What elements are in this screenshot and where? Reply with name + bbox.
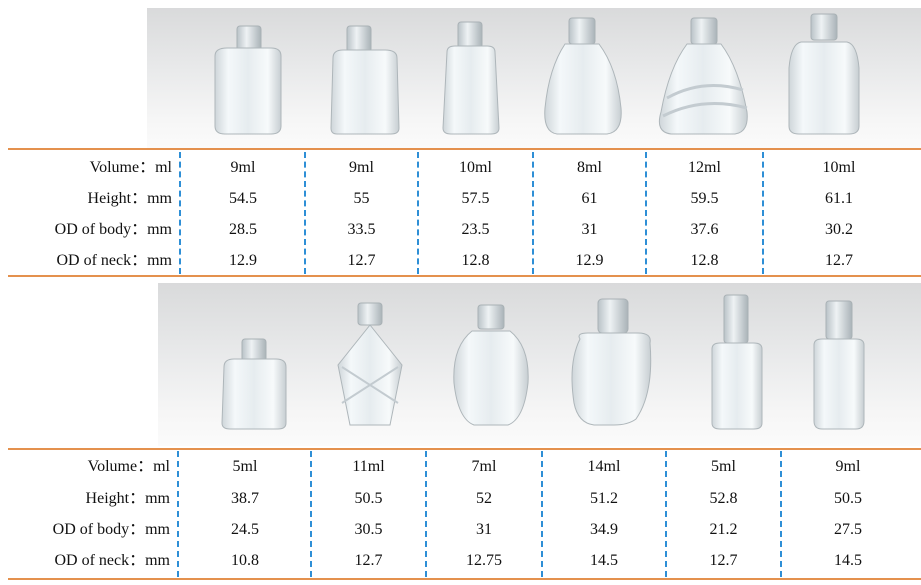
od-body-value: 31 [581, 221, 598, 238]
volume-value: 8ml [577, 159, 602, 176]
table-2-divider [780, 451, 782, 577]
table-2-row-od-neck: OD of neck：mm 10.8 12.7 12.75 14.5 12.7 … [0, 545, 921, 577]
height-value: 52 [476, 490, 492, 507]
volume-value: 9ml [835, 458, 861, 475]
height-value: 51.2 [590, 490, 618, 507]
table-1-top-rule [8, 148, 921, 150]
table-1-divider [645, 152, 647, 274]
bottle-photos-row-2 [221, 294, 865, 430]
od-body-value: 28.5 [229, 221, 257, 238]
od-neck-value: 10.8 [231, 552, 259, 569]
table-2-row-height: Height：mm 38.7 50.5 52 51.2 52.8 50.5 [0, 483, 921, 515]
volume-value: 9ml [349, 159, 374, 176]
od-neck-value: 12.9 [229, 252, 257, 269]
od-body-value: 33.5 [347, 221, 376, 238]
label-height: Height：mm [87, 190, 172, 207]
bottle-photos-row-1 [214, 13, 860, 135]
table-2-bottom-rule [8, 578, 921, 580]
bottle-8-image [337, 302, 403, 426]
height-value: 50.5 [354, 490, 383, 507]
bottle-1-image [214, 25, 282, 135]
table-1-divider [179, 152, 181, 274]
od-body-value: 27.5 [834, 521, 862, 538]
bottle-12-image [813, 300, 865, 430]
volume-value: 11ml [352, 458, 385, 475]
table-1-divider [304, 152, 306, 274]
od-neck-value: 12.8 [461, 252, 490, 269]
table-2-divider [310, 451, 312, 577]
height-value: 52.8 [709, 490, 738, 507]
table-1-divider [762, 152, 764, 274]
height-value: 59.5 [690, 190, 719, 207]
od-body-value: 23.5 [461, 221, 490, 238]
table-2-divider [425, 451, 427, 577]
table-1-divider [417, 152, 419, 274]
table-2-divider [177, 451, 179, 577]
bottle-photo-row-2 [158, 283, 921, 446]
od-body-value: 30.5 [354, 521, 383, 538]
volume-value: 9ml [230, 159, 256, 176]
od-neck-value: 12.9 [575, 252, 604, 269]
volume-value: 7ml [471, 458, 497, 475]
height-value: 50.5 [834, 490, 862, 507]
label-od-neck: OD of neck：mm [54, 552, 170, 569]
spec-table-1: Volume：ml 9ml 9ml 10ml 8ml 12ml 10ml Hei… [0, 152, 921, 276]
table-2-divider [665, 451, 667, 577]
od-neck-value: 12.7 [709, 552, 738, 569]
table-1-row-height: Height：mm 54.5 55 57.5 61 59.5 61.1 [0, 183, 921, 215]
label-od-body: OD of body：mm [54, 221, 172, 238]
bottle-4-image [544, 17, 622, 135]
table-1-row-volume: Volume：ml 9ml 9ml 10ml 8ml 12ml 10ml [0, 152, 921, 184]
od-neck-value: 14.5 [834, 552, 862, 569]
volume-value: 5ml [711, 458, 736, 475]
bottle-2-image [330, 25, 400, 135]
height-value: 38.7 [231, 490, 259, 507]
od-body-value: 21.2 [709, 521, 738, 538]
od-body-value: 31 [476, 521, 492, 538]
od-body-value: 30.2 [825, 221, 853, 238]
od-neck-value: 14.5 [590, 552, 618, 569]
bottle-photo-row-1 [147, 8, 921, 148]
od-neck-value: 12.7 [354, 552, 383, 569]
table-1-bottom-rule [8, 275, 921, 277]
od-body-value: 24.5 [231, 521, 259, 538]
table-1-row-od-body: OD of body：mm 28.5 33.5 23.5 31 37.6 30.… [0, 214, 921, 246]
label-volume: Volume：ml [87, 458, 170, 475]
table-2-top-rule [8, 448, 921, 450]
bottle-10-image [571, 298, 652, 426]
height-value: 61 [581, 190, 598, 207]
od-body-value: 37.6 [690, 221, 719, 238]
table-2-row-od-body: OD of body：mm 24.5 30.5 31 34.9 21.2 27.… [0, 514, 921, 546]
volume-value: 10ml [822, 159, 856, 176]
bottle-3-image [442, 21, 500, 135]
bottle-5-image [658, 17, 748, 135]
table-1-divider [532, 152, 534, 274]
height-value: 61.1 [825, 190, 853, 207]
table-2-row-volume: Volume：ml 5ml 11ml 7ml 14ml 5ml 9ml [0, 451, 921, 483]
od-body-value: 34.9 [590, 521, 618, 538]
height-value: 54.5 [229, 190, 257, 207]
volume-value: 5ml [232, 458, 258, 475]
spec-table-2: Volume：ml 5ml 11ml 7ml 14ml 5ml 9ml Heig… [0, 451, 921, 579]
label-od-neck: OD of neck：mm [56, 252, 172, 269]
bottle-9-image [453, 304, 529, 426]
volume-value: 14ml [587, 458, 621, 475]
label-od-body: OD of body：mm [52, 521, 170, 538]
height-value: 57.5 [461, 190, 490, 207]
height-value: 55 [353, 190, 370, 207]
od-neck-value: 12.7 [347, 252, 376, 269]
bottle-6-image [788, 13, 860, 135]
label-volume: Volume：ml [89, 159, 172, 176]
table-2-divider [541, 451, 543, 577]
bottle-7-image [221, 338, 287, 430]
label-height: Height：mm [85, 490, 170, 507]
volume-value: 12ml [688, 159, 721, 176]
od-neck-value: 12.75 [466, 552, 502, 569]
od-neck-value: 12.8 [690, 252, 719, 269]
table-1-row-od-neck: OD of neck：mm 12.9 12.7 12.8 12.9 12.8 1… [0, 245, 921, 277]
od-neck-value: 12.7 [825, 252, 853, 269]
bottle-11-image [711, 294, 763, 430]
volume-value: 10ml [459, 159, 492, 176]
